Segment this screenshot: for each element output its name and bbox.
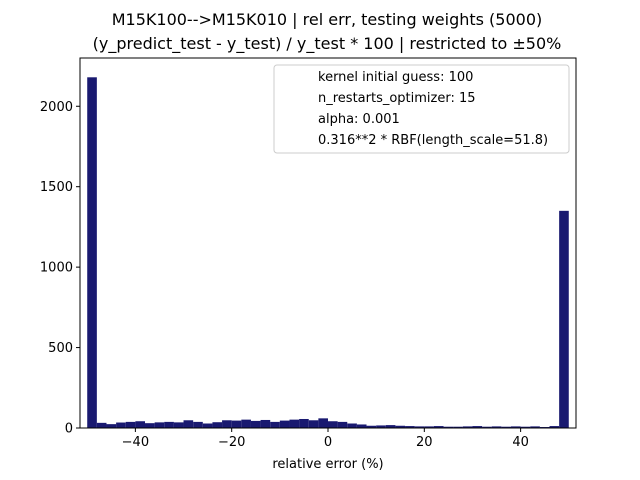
- histogram-bar: [337, 421, 348, 428]
- histogram-bar: [289, 419, 300, 428]
- histogram-bar: [87, 77, 97, 429]
- histogram-bar: [135, 421, 146, 428]
- y-tick-label: 0: [65, 422, 73, 437]
- histogram-bar: [173, 422, 184, 428]
- histogram-bar: [559, 210, 569, 428]
- histogram-bar: [443, 426, 454, 428]
- histogram-bar: [154, 422, 165, 428]
- histogram-bar: [212, 422, 223, 428]
- histogram-bar: [116, 422, 126, 428]
- x-tick-label: 0: [324, 435, 332, 450]
- legend-entry-rbf: 0.316**2 * RBF(length_scale=51.8): [318, 133, 548, 148]
- histogram-bar: [250, 420, 261, 428]
- histogram-bar: [462, 426, 473, 428]
- histogram-bar: [96, 422, 107, 428]
- legend-entry-alpha: alpha: 0.001: [318, 112, 400, 127]
- histogram-bar: [202, 423, 213, 428]
- histogram-bar: [125, 421, 136, 428]
- histogram-bar: [231, 420, 242, 428]
- histogram-bar: [328, 421, 338, 428]
- legend-box: [273, 64, 570, 154]
- histogram-bar: [520, 426, 531, 428]
- plot-frame: [79, 57, 577, 429]
- histogram-bar: [424, 426, 434, 428]
- y-tick-label: 1500: [40, 180, 73, 195]
- histogram-bar: [308, 420, 319, 428]
- legend-entry-restarts: n_restarts_optimizer: 15: [318, 91, 476, 106]
- x-tick-label: −20: [218, 435, 245, 450]
- x-axis-ticks: −40 −20 0 20 40: [122, 428, 529, 450]
- histogram-bar: [385, 425, 396, 428]
- histogram-bar: [279, 420, 290, 428]
- histogram-bar: [510, 426, 521, 428]
- histogram-bar: [453, 426, 463, 428]
- histogram-bar: [347, 423, 357, 428]
- histogram-bar: [395, 425, 406, 428]
- histogram-bar: [183, 420, 194, 428]
- chart-title-line-2: (y_predict_test - y_test) / y_test * 100…: [93, 34, 562, 54]
- histogram-bar: [241, 419, 251, 428]
- histogram-bar: [405, 426, 415, 428]
- y-tick-label: 1000: [40, 261, 73, 276]
- x-tick-label: 40: [512, 435, 529, 450]
- histogram-bar: [270, 421, 280, 428]
- histogram-bar: [530, 426, 540, 428]
- legend: kernel initial guess: 100 n_restarts_opt…: [273, 64, 570, 154]
- histogram-bar: [164, 421, 174, 428]
- y-tick-label: 500: [48, 341, 73, 356]
- histogram-bar: [491, 426, 502, 428]
- histogram-bar: [366, 425, 377, 428]
- histogram-bar: [318, 418, 328, 428]
- histogram-bar: [145, 423, 155, 428]
- histogram-bar: [433, 426, 444, 428]
- histogram-bar: [472, 426, 483, 428]
- histogram-bar: [106, 424, 117, 428]
- histogram-bar: [482, 426, 492, 428]
- histogram-bar: [414, 426, 425, 428]
- y-axis-ticks: 0 500 1000 1500 2000: [40, 100, 80, 437]
- histogram-bars: [87, 77, 569, 429]
- legend-entry-kernel: kernel initial guess: 100: [318, 70, 473, 85]
- histogram-bar: [193, 421, 203, 428]
- chart-title-line-1: M15K100-->M15K010 | rel err, testing wei…: [112, 10, 543, 29]
- histogram-bar: [376, 425, 386, 428]
- histogram-bar: [299, 418, 309, 428]
- histogram-bar: [549, 426, 560, 428]
- x-axis-label: relative error (%): [272, 457, 383, 472]
- x-tick-label: 20: [416, 435, 433, 450]
- histogram-bar: [260, 419, 271, 428]
- histogram-bar: [222, 420, 232, 428]
- y-tick-label: 2000: [40, 100, 73, 115]
- x-tick-label: −40: [122, 435, 149, 450]
- histogram-bar: [501, 426, 511, 428]
- histogram-bar: [356, 424, 367, 428]
